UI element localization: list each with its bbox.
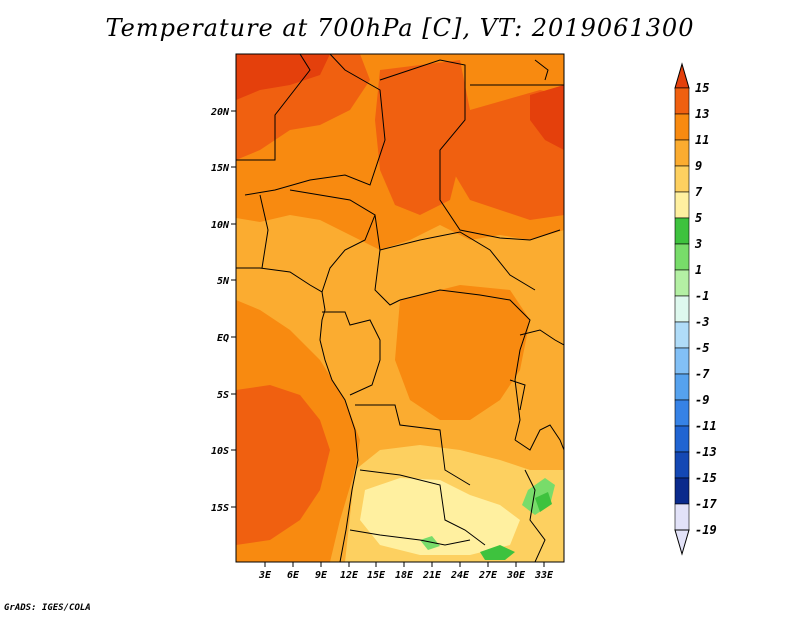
border-benin bbox=[259, 194, 269, 269]
border-mauritania-mali bbox=[236, 54, 311, 161]
lat-tick-label: 10N bbox=[211, 220, 230, 231]
colorbar-label: 9 bbox=[695, 159, 702, 173]
colorbar-label: 11 bbox=[695, 133, 709, 147]
colorbar-swatch bbox=[674, 139, 690, 167]
border-angola-drc bbox=[355, 404, 471, 486]
lon-tick-label: 3E bbox=[258, 570, 272, 581]
lon-tick-label: 6E bbox=[287, 570, 300, 581]
lon-tick-label: 27E bbox=[478, 570, 498, 581]
lon-tick-label: 18E bbox=[395, 570, 414, 581]
colorbar-top-arrow bbox=[674, 62, 690, 89]
field-hottest-nw bbox=[236, 54, 330, 100]
border-mozambique bbox=[524, 469, 546, 562]
colorbar-label: -15 bbox=[695, 471, 717, 485]
colorbar-label: -19 bbox=[695, 523, 717, 537]
field-hot-atlantic bbox=[236, 385, 330, 545]
country-borders bbox=[236, 54, 564, 562]
border-mali-niger bbox=[244, 54, 386, 196]
border-drc-east bbox=[399, 289, 531, 441]
colorbar: 15 13 11 9 7 5 3 1 -1 -3 -5 -7 -9 -11 -13 -15 -17 -19 bbox=[674, 62, 717, 556]
lat-tick-label: 20N bbox=[210, 107, 230, 118]
colorbar-label: -5 bbox=[695, 341, 709, 355]
lake-tanganyika bbox=[509, 379, 526, 411]
lon-tick-label: 30E bbox=[506, 570, 526, 581]
field-warm-congo bbox=[395, 285, 530, 420]
map-title: Temperature at 700hPa [C], VT: 201906130… bbox=[105, 14, 695, 42]
border-gabon-congo bbox=[322, 311, 381, 396]
border-cameroon bbox=[374, 214, 401, 306]
colorbar-swatch bbox=[674, 477, 690, 505]
colorbar-swatch bbox=[674, 87, 690, 115]
colorbar-swatch bbox=[674, 191, 690, 219]
colorbar-label: -17 bbox=[695, 497, 717, 511]
colorbar-swatch bbox=[674, 503, 690, 531]
lon-tick-label: 24E bbox=[450, 570, 470, 581]
colorbar-label: 15 bbox=[695, 81, 709, 95]
colorbar-label: 13 bbox=[695, 107, 709, 121]
field-green-south bbox=[480, 545, 515, 560]
colorbar-label: -3 bbox=[695, 315, 709, 329]
colorbar-label: -11 bbox=[695, 419, 717, 433]
colorbar-label: -7 bbox=[695, 367, 710, 381]
colorbar-label: 5 bbox=[695, 211, 702, 225]
field-green-south-west bbox=[420, 536, 440, 550]
lat-tick-label: 10S bbox=[211, 446, 229, 457]
border-chad-sudan bbox=[379, 59, 561, 241]
lat-axis: 20N 15N 10N 5N EQ 5S 10S 15S bbox=[210, 107, 236, 514]
colorbar-swatch bbox=[674, 347, 690, 375]
grads-credit: GrADS: IGES/COLA bbox=[4, 603, 91, 613]
lat-tick-label: 5S bbox=[217, 390, 229, 401]
map-frame bbox=[235, 53, 565, 563]
lat-tick-label: EQ bbox=[217, 333, 229, 344]
lon-tick-label: 12E bbox=[340, 570, 359, 581]
colorbar-label: -9 bbox=[695, 393, 709, 407]
colorbar-label: -1 bbox=[695, 289, 709, 303]
temperature-field bbox=[236, 54, 564, 562]
border-car bbox=[379, 231, 536, 291]
colorbar-swatch bbox=[674, 217, 690, 245]
border-tanzania bbox=[514, 424, 564, 451]
field-cool-south bbox=[360, 478, 520, 555]
colorbar-label: 1 bbox=[695, 263, 702, 277]
colorbar-swatch bbox=[674, 113, 690, 141]
lat-tick-label: 15S bbox=[211, 503, 229, 514]
lon-tick-label: 33E bbox=[534, 570, 554, 581]
colorbar-label: 3 bbox=[694, 237, 702, 251]
border-angola-zambia bbox=[359, 469, 486, 546]
border-namibia bbox=[349, 529, 471, 546]
field-green-east-core bbox=[535, 492, 552, 512]
colorbar-swatch bbox=[674, 321, 690, 349]
colorbar-swatch bbox=[674, 399, 690, 427]
lon-tick-label: 21E bbox=[422, 570, 442, 581]
colorbar-swatch bbox=[674, 165, 690, 193]
colorbar-label: 7 bbox=[695, 185, 703, 199]
field-hottest-ne bbox=[530, 85, 564, 150]
lon-tick-label: 15E bbox=[367, 570, 386, 581]
colorbar-label: -13 bbox=[695, 445, 717, 459]
lat-tick-label: 5N bbox=[217, 276, 230, 287]
lat-tick-label: 15N bbox=[211, 163, 230, 174]
colorbar-swatch bbox=[674, 243, 690, 271]
colorbar-swatch bbox=[674, 373, 690, 401]
colorbar-swatch bbox=[674, 451, 690, 479]
lon-axis: 3E 6E 9E 12E 15E 18E 21E 24E 27E 30E 33E bbox=[258, 562, 554, 581]
border-uganda bbox=[519, 329, 564, 346]
field-hot-central bbox=[375, 60, 470, 215]
colorbar-swatch bbox=[674, 295, 690, 323]
lon-tick-label: 9E bbox=[315, 570, 328, 581]
colorbar-swatch bbox=[674, 425, 690, 453]
border-nigeria bbox=[289, 189, 376, 293]
colorbar-bottom-arrow bbox=[674, 529, 690, 556]
colorbar-swatch bbox=[674, 269, 690, 297]
coast-red-sea bbox=[534, 59, 549, 81]
coastline-west bbox=[236, 267, 359, 562]
